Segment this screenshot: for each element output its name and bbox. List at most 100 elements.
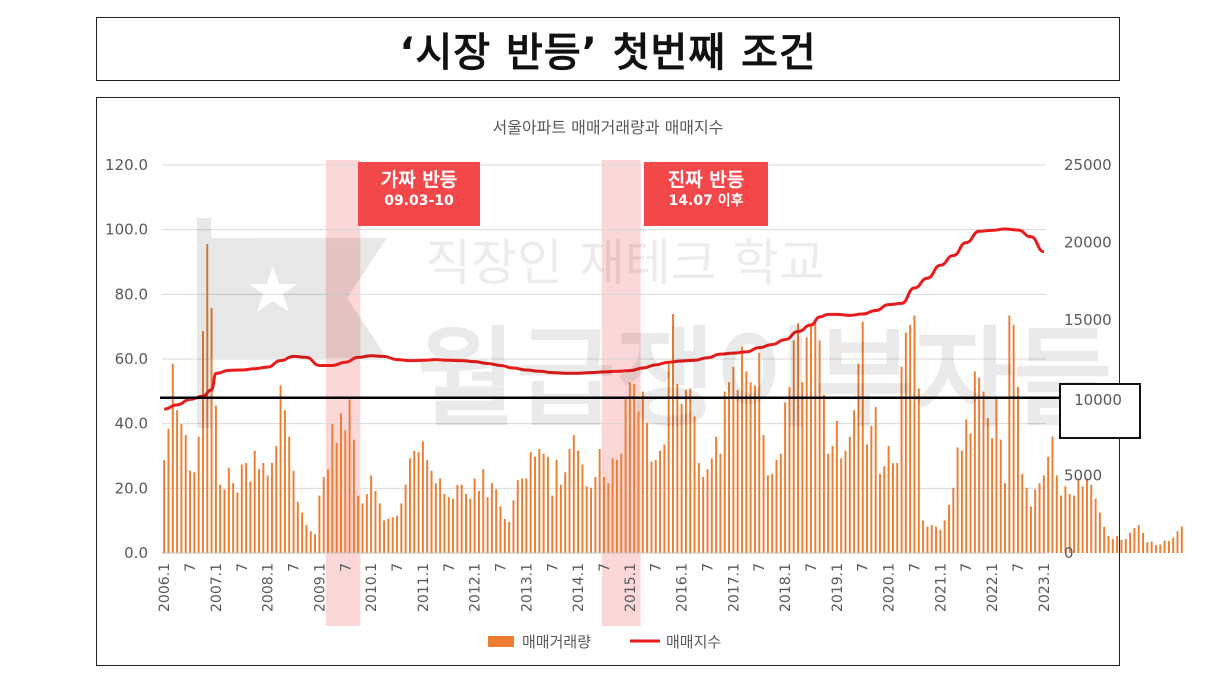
volume-bar bbox=[1129, 532, 1132, 553]
volume-bar bbox=[728, 382, 731, 553]
volume-bar bbox=[270, 462, 273, 553]
volume-bar bbox=[214, 405, 217, 553]
index-line bbox=[164, 227, 1045, 411]
volume-bar bbox=[370, 475, 373, 553]
volume-bar bbox=[637, 411, 640, 553]
x-tick-label: 7 bbox=[338, 563, 354, 572]
volume-bar bbox=[607, 483, 610, 553]
volume-bar bbox=[469, 498, 472, 553]
volume-bar bbox=[348, 399, 351, 553]
volume-bar bbox=[577, 450, 580, 553]
volume-bar bbox=[818, 340, 821, 553]
volume-bar bbox=[1068, 494, 1071, 553]
fake-rebound-label: 가짜 반등 bbox=[380, 169, 458, 191]
y-right-tick-label: 15000 bbox=[1064, 311, 1112, 329]
legend-bar-swatch bbox=[488, 636, 514, 647]
volume-bar bbox=[314, 534, 317, 553]
volume-bar bbox=[482, 469, 485, 553]
volume-bar bbox=[1150, 541, 1153, 553]
y-left-tick-label: 120.0 bbox=[105, 156, 148, 174]
volume-bar bbox=[913, 315, 916, 553]
volume-bar bbox=[1103, 526, 1106, 553]
x-tick-label: 7 bbox=[700, 563, 716, 572]
volume-bar bbox=[318, 495, 321, 553]
volume-bar bbox=[521, 478, 524, 553]
volume-bar bbox=[995, 397, 998, 553]
index-series-line bbox=[164, 227, 1045, 411]
volume-bar bbox=[883, 466, 886, 553]
volume-bar bbox=[184, 435, 187, 553]
volume-bar bbox=[1085, 478, 1088, 553]
volume-bar bbox=[1094, 498, 1097, 553]
volume-bar bbox=[508, 521, 511, 553]
volume-bar bbox=[352, 439, 355, 553]
volume-bar bbox=[810, 326, 812, 553]
volume-bar bbox=[900, 366, 903, 553]
volume-bar bbox=[909, 324, 912, 553]
y-left-tick-label: 100.0 bbox=[105, 221, 148, 239]
volume-bar bbox=[960, 450, 963, 553]
volume-bar bbox=[357, 495, 360, 553]
volume-bar bbox=[745, 371, 748, 553]
volume-bar bbox=[663, 444, 666, 553]
volume-bar bbox=[167, 428, 170, 553]
volume-bar bbox=[189, 470, 191, 553]
volume-bar bbox=[430, 470, 433, 553]
volume-bar bbox=[249, 481, 252, 553]
volume-bar bbox=[1167, 541, 1170, 553]
legend-bar-label: 매매거래량 bbox=[522, 633, 591, 651]
volume-bar bbox=[723, 391, 726, 553]
volume-bar bbox=[447, 497, 450, 553]
watermark-logo-icon bbox=[197, 218, 387, 428]
volume-bar bbox=[434, 483, 437, 553]
volume-bar bbox=[1055, 475, 1058, 553]
watermark: 직장인 재테크 학교 월급쟁이부자들 bbox=[197, 218, 1113, 442]
volume-bar bbox=[1176, 531, 1179, 553]
volume-bar bbox=[396, 515, 398, 553]
volume-bar bbox=[339, 413, 342, 553]
volume-bar bbox=[1163, 540, 1166, 553]
volume-bar bbox=[1042, 475, 1045, 553]
x-tick-label: 7 bbox=[959, 563, 975, 572]
volume-bar bbox=[227, 467, 230, 553]
volume-bar bbox=[1025, 487, 1028, 553]
real-rebound-range: 14.07 이후 bbox=[668, 193, 744, 209]
volume-bar bbox=[904, 332, 907, 553]
page-title: ‘시장 반등’ 첫번째 조건 bbox=[399, 30, 817, 76]
volume-bar bbox=[275, 445, 278, 553]
volume-bar bbox=[236, 492, 239, 553]
volume-bar bbox=[672, 313, 674, 553]
legend-line-label: 매매지수 bbox=[666, 633, 721, 651]
volume-bar bbox=[1004, 483, 1007, 553]
volume-bar bbox=[840, 458, 843, 553]
volume-bar bbox=[443, 494, 446, 553]
x-tick-label: 7 bbox=[390, 563, 406, 572]
volume-bar bbox=[546, 456, 549, 553]
axes: 0.020.040.060.080.0100.0120.005000100001… bbox=[105, 156, 1112, 612]
x-tick-label: 2012.1 bbox=[468, 563, 484, 612]
volume-bar bbox=[676, 383, 679, 553]
volume-bar bbox=[245, 462, 248, 553]
volume-bar bbox=[525, 478, 528, 553]
volume-bar bbox=[680, 404, 683, 553]
volume-bar bbox=[240, 464, 243, 553]
volume-bar bbox=[288, 436, 291, 553]
volume-bar bbox=[693, 416, 696, 553]
volume-bar bbox=[365, 494, 368, 553]
volume-bar bbox=[292, 470, 295, 553]
x-tick-label: 2016.1 bbox=[675, 563, 691, 612]
volume-bar bbox=[620, 453, 623, 553]
volume-bar bbox=[374, 490, 377, 553]
chart-title: 서울아파트 매매거래량과 매매지수 bbox=[493, 118, 724, 137]
volume-bar bbox=[344, 430, 347, 553]
x-tick-label: 7 bbox=[442, 563, 458, 572]
volume-bar bbox=[309, 531, 312, 553]
volume-bar bbox=[499, 506, 502, 553]
volume-bar bbox=[1060, 495, 1063, 553]
volume-bar bbox=[702, 476, 705, 553]
volume-bar bbox=[805, 337, 808, 553]
volume-bar bbox=[1154, 545, 1157, 553]
x-tick-label: 7 bbox=[752, 563, 768, 572]
x-tick-label: 2006.1 bbox=[157, 563, 173, 612]
volume-bar bbox=[413, 450, 416, 553]
